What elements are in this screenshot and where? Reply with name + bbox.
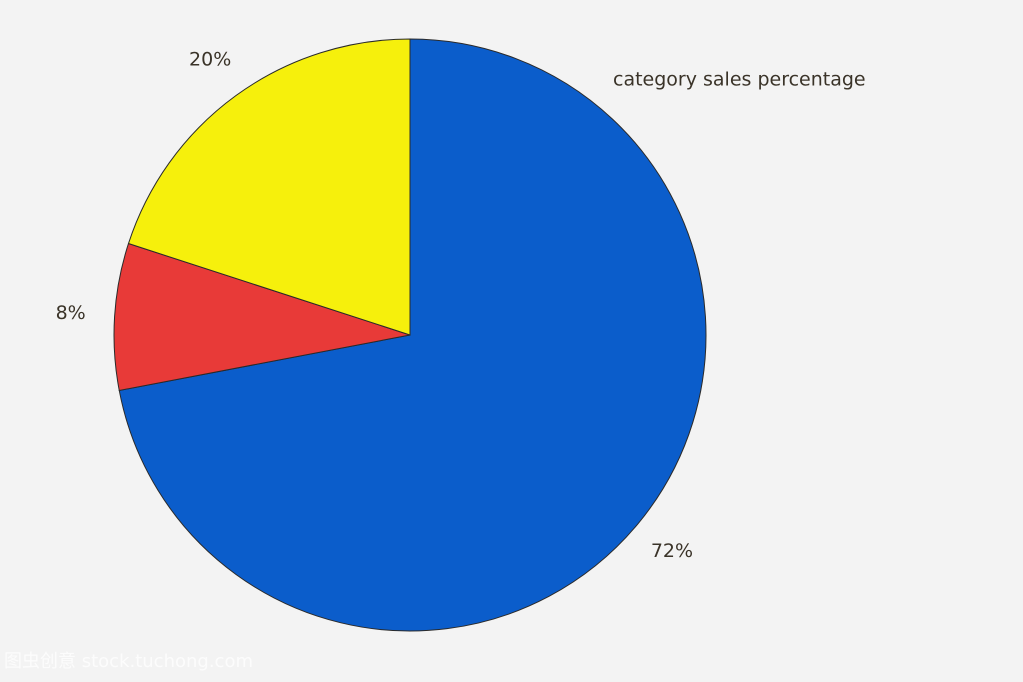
pie-slice [118, 38, 707, 632]
value-label: 20% [189, 48, 231, 70]
value-label: 72% [651, 540, 693, 562]
value-label: 8% [56, 302, 86, 324]
chart-title: category sales percentage [613, 69, 866, 91]
pie-slice [127, 38, 411, 336]
pie-slice [113, 242, 411, 392]
watermark: 图虫创意 stock.tuchong.com [4, 651, 253, 672]
